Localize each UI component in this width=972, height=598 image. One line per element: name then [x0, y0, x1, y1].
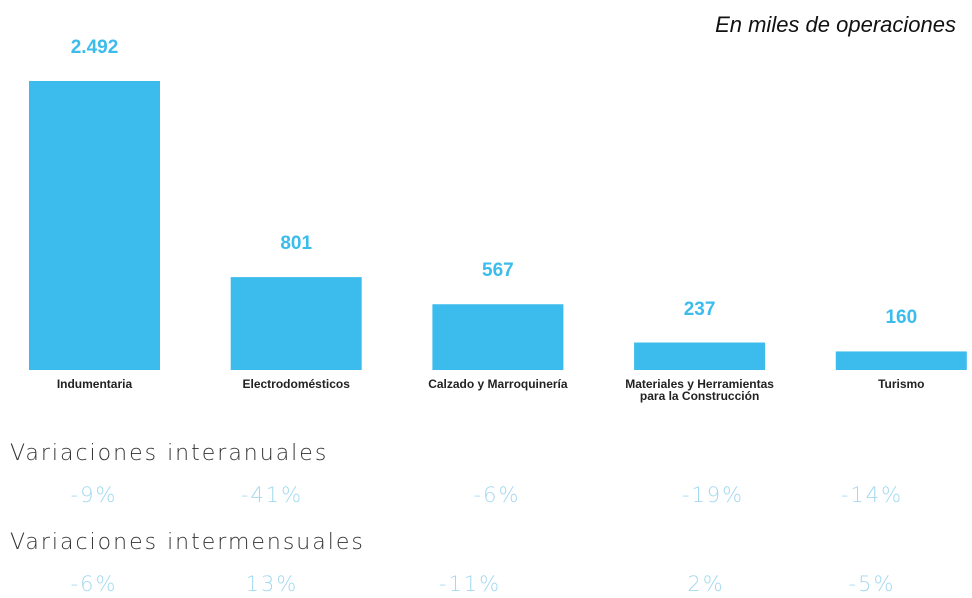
variation-value: 2% [687, 572, 725, 596]
variation-title: Variaciones intermensuales [10, 530, 365, 555]
x-tick-label: Calzado y Marroquinería [428, 377, 568, 391]
variation-value: -11% [438, 572, 502, 596]
bar [634, 342, 766, 370]
value-label: 237 [683, 298, 716, 320]
subtitle: En miles de operaciones [715, 12, 956, 37]
value-label: 801 [280, 233, 313, 255]
x-tick-label: Indumentaria [56, 377, 133, 391]
variation-value: -41% [240, 483, 304, 507]
x-tick-label: Turismo [878, 377, 925, 391]
x-tick-label: Materiales y Herramientas para la Constr… [625, 377, 774, 403]
variation-value: -5% [848, 572, 896, 596]
variation-value: -6% [473, 483, 521, 507]
value-label: 2.492 [70, 37, 119, 58]
value-label: 567 [482, 260, 514, 282]
bar [29, 81, 160, 370]
variation-value: 13% [245, 572, 299, 596]
bar [835, 351, 967, 370]
bar [230, 277, 362, 370]
variation-title: Variaciones interanuales [10, 441, 329, 466]
bar [432, 304, 564, 370]
variation-value: -14% [840, 483, 904, 507]
variation-value: -6% [70, 572, 118, 596]
variation-value: -9% [70, 483, 118, 507]
value-label: 160 [885, 307, 918, 329]
variation-value: -19% [681, 483, 745, 507]
x-tick-label: Electrodomésticos [242, 377, 350, 391]
